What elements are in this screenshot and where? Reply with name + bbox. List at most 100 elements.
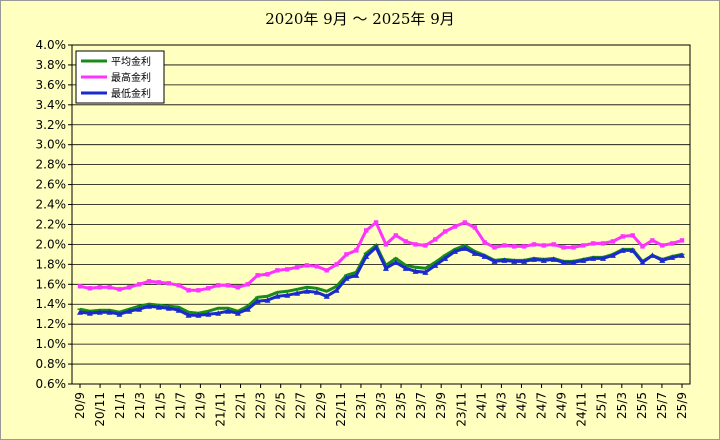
data-point: [275, 268, 280, 273]
data-point: [274, 293, 281, 299]
data-point: [551, 242, 556, 247]
data-point: [244, 306, 251, 312]
data-point: [354, 248, 359, 253]
data-point: [324, 268, 329, 273]
data-point: [334, 262, 339, 267]
series-1: [77, 220, 685, 293]
data-point: [580, 257, 587, 263]
data-point: [383, 242, 389, 247]
data-point: [511, 258, 518, 264]
x-tick-label: 21/3: [133, 392, 147, 419]
y-tick-label: 2.6%: [36, 178, 67, 192]
x-tick-label: 22/3: [254, 392, 268, 419]
data-point: [284, 292, 291, 298]
data-point: [600, 255, 607, 261]
data-point: [254, 298, 261, 304]
x-tick-label: 21/7: [173, 392, 187, 419]
series-lines: [77, 220, 685, 318]
data-point: [541, 243, 547, 248]
data-point: [333, 287, 340, 293]
data-point: [461, 245, 468, 251]
data-point: [225, 308, 232, 314]
data-point: [313, 289, 320, 295]
data-point: [196, 288, 201, 293]
legend-label: 最低金利: [111, 87, 151, 100]
data-point: [303, 288, 310, 294]
gridlines: [72, 64, 690, 365]
y-tick-label: 3.0%: [36, 138, 67, 152]
chart-title: 2020年 9月 ～ 2025年 9月: [265, 10, 455, 28]
y-tick-label: 4.0%: [36, 38, 67, 52]
data-point: [294, 290, 301, 296]
data-point: [245, 282, 250, 287]
data-point: [136, 306, 143, 312]
data-point: [393, 233, 399, 238]
y-tick-label: 0.6%: [36, 377, 67, 391]
x-tick-label: 24/9: [555, 392, 569, 419]
y-tick-label: 2.8%: [36, 158, 67, 172]
data-point: [165, 305, 172, 311]
data-point: [512, 244, 517, 249]
data-point: [560, 259, 567, 265]
data-point: [412, 268, 419, 274]
y-tick-label: 1.8%: [36, 257, 67, 271]
legend-label: 最高金利: [111, 71, 151, 84]
x-tick-label: 23/3: [374, 392, 388, 419]
data-point: [343, 275, 350, 281]
data-point: [146, 279, 152, 284]
x-tick-label: 20/11: [93, 392, 107, 427]
data-point: [609, 252, 616, 258]
data-point: [452, 248, 459, 254]
y-tick-label: 2.0%: [36, 237, 67, 251]
data-point: [146, 303, 153, 309]
x-tick-label: 25/7: [655, 392, 669, 419]
data-point: [669, 241, 675, 246]
data-point: [77, 309, 83, 315]
data-point: [77, 284, 83, 289]
x-axis-ticks: 20/9 20/11 21/1 21/3 21/5 21/7 21/9 21/11 22/1 22…: [73, 384, 689, 427]
y-tick-label: 3.2%: [36, 118, 67, 132]
x-tick-label: 23/7: [414, 392, 428, 419]
data-point: [423, 243, 428, 248]
data-point: [86, 310, 93, 316]
x-tick-label: 23/9: [434, 392, 448, 419]
data-point: [610, 239, 616, 244]
data-point: [195, 312, 202, 318]
data-point: [472, 225, 477, 230]
data-point: [471, 250, 478, 256]
x-tick-label: 22/9: [314, 392, 328, 419]
data-point: [502, 243, 507, 248]
data-point: [323, 293, 330, 299]
data-point: [600, 241, 606, 246]
y-tick-label: 3.8%: [36, 58, 67, 72]
data-point: [225, 283, 231, 288]
data-point: [403, 239, 408, 244]
data-point: [481, 253, 488, 259]
data-point: [571, 245, 576, 250]
data-point: [185, 312, 192, 318]
data-point: [650, 238, 655, 243]
y-tick-label: 2.4%: [36, 198, 67, 212]
data-point: [550, 256, 557, 262]
data-point: [679, 238, 685, 243]
data-point: [570, 259, 577, 265]
data-point: [590, 255, 597, 261]
data-point: [492, 245, 497, 250]
data-point: [620, 234, 625, 239]
data-point: [521, 244, 527, 249]
data-point: [363, 253, 370, 259]
data-point: [432, 262, 439, 268]
data-point: [215, 310, 222, 316]
data-point: [679, 252, 685, 258]
data-point: [127, 285, 132, 290]
data-point: [304, 263, 310, 268]
data-point: [452, 224, 458, 229]
data-point: [433, 237, 438, 242]
x-tick-label: 22/11: [334, 392, 348, 427]
data-point: [285, 267, 290, 272]
data-point: [422, 269, 429, 275]
series-2: [77, 244, 685, 318]
data-point: [137, 282, 142, 287]
